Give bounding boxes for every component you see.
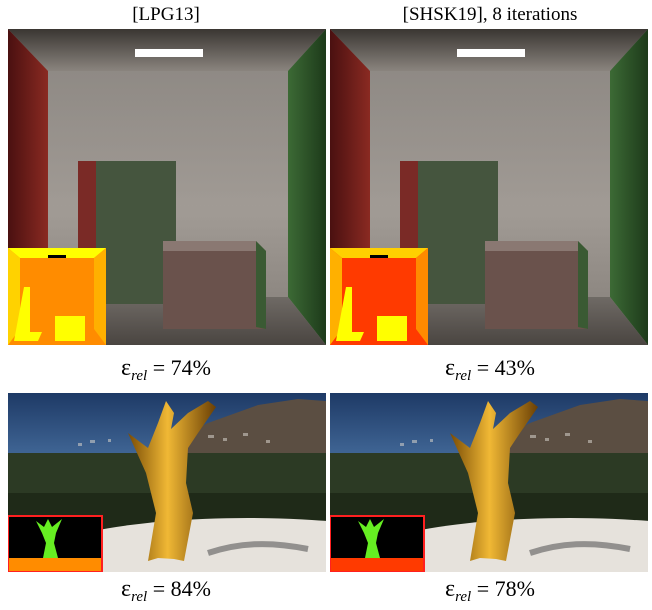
ceiling-light	[457, 49, 525, 57]
caption-error-shsk19-statue: εrel = 78%	[445, 576, 535, 605]
error-inset-shsk19	[330, 248, 428, 345]
statue-render-shsk19	[330, 393, 648, 572]
error-inset-lpg13	[8, 248, 106, 345]
error-inset-shsk19-statue	[330, 515, 425, 572]
caption-error-lpg13-statue: εrel = 84%	[121, 576, 211, 605]
cornell-box-render-lpg13	[8, 29, 326, 345]
error-inset-lpg13-statue	[8, 515, 103, 572]
ceiling-light	[135, 49, 203, 57]
cornell-box-render-shsk19	[330, 29, 648, 345]
column-heading-shsk19: [SHSK19], 8 iterations	[402, 4, 578, 25]
statue-render-lpg13	[8, 393, 326, 572]
caption-error-lpg13-cornell: εrel = 74%	[121, 355, 211, 384]
column-heading-lpg13: [LPG13]	[132, 4, 200, 25]
caption-error-shsk19-cornell: εrel = 43%	[445, 355, 535, 384]
